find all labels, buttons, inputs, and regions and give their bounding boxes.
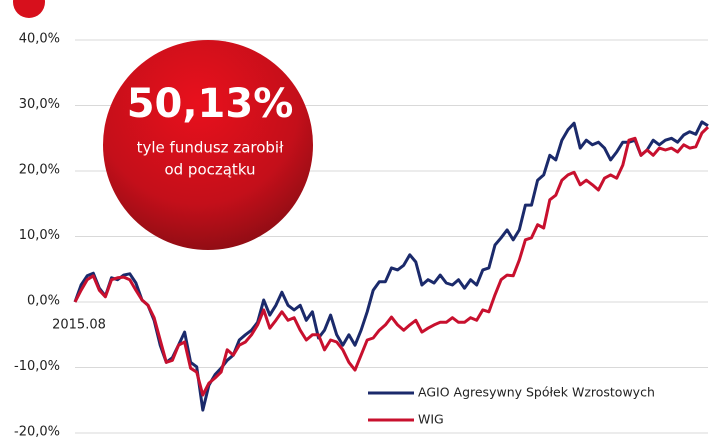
annotation: 50,13% tyle fundusz zarobił od początku bbox=[103, 40, 313, 250]
x-tick-label: 2015.08 bbox=[52, 318, 106, 333]
title-icon bbox=[13, 0, 45, 18]
y-tick-label: -20,0% bbox=[14, 425, 60, 438]
annotation-circle bbox=[103, 40, 313, 250]
y-tick-label: -10,0% bbox=[14, 359, 60, 374]
legend-label: AGIO Agresywny Spółek Wzrostowych bbox=[418, 385, 655, 400]
annotation-value: 50,13% bbox=[127, 81, 294, 127]
y-tick-label: 30,0% bbox=[19, 97, 60, 112]
series-line bbox=[73, 126, 709, 397]
legend: AGIO Agresywny Spółek Wzrostowych WIG bbox=[368, 385, 655, 427]
annotation-text: od początku bbox=[164, 161, 255, 179]
legend-label: WIG bbox=[418, 412, 444, 427]
lines bbox=[73, 120, 709, 412]
series-line bbox=[73, 120, 709, 412]
annotation-text: tyle fundusz zarobił bbox=[137, 139, 284, 157]
y-tick-label: 10,0% bbox=[19, 228, 60, 243]
y-tick-label: 40,0% bbox=[19, 32, 60, 47]
y-tick-label: 0,0% bbox=[27, 294, 60, 309]
y-tick-label: 20,0% bbox=[19, 163, 60, 178]
